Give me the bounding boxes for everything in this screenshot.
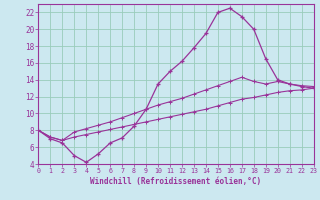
X-axis label: Windchill (Refroidissement éolien,°C): Windchill (Refroidissement éolien,°C) bbox=[91, 177, 261, 186]
